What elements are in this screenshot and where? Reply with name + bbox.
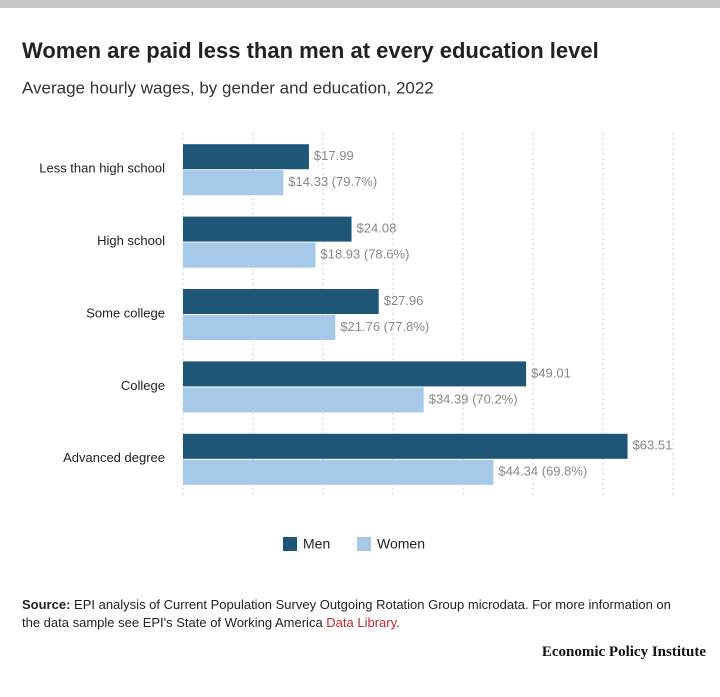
source-note: Source: EPI analysis of Current Populati… <box>22 596 682 632</box>
bar <box>183 216 352 242</box>
y-tick-label: Advanced degree <box>63 450 165 465</box>
bar <box>183 315 336 340</box>
chart-subtitle: Average hourly wages, by gender and educ… <box>22 78 434 97</box>
bar <box>183 289 379 314</box>
bar <box>183 242 316 268</box>
value-label: $63.51 <box>633 438 673 453</box>
y-tick-label: Some college <box>86 305 165 320</box>
chart: Women are paid less than men at every ed… <box>22 38 674 552</box>
legend-swatch <box>357 537 371 551</box>
legend-label: Men <box>303 536 330 552</box>
bar <box>183 433 628 459</box>
y-tick-label: College <box>121 378 165 393</box>
legend-swatch <box>283 537 297 551</box>
value-label: $24.08 <box>357 221 397 236</box>
value-label: $34.39 (70.2%) <box>429 391 518 406</box>
bar <box>183 144 309 170</box>
value-label: $14.33 (79.7%) <box>288 174 377 189</box>
value-label: $17.99 <box>314 148 354 163</box>
bar <box>183 361 527 387</box>
value-label: $18.93 (78.6%) <box>321 247 410 262</box>
source-text: EPI analysis of Current Population Surve… <box>22 597 671 630</box>
value-label: $44.34 (69.8%) <box>498 464 587 479</box>
y-tick-label: Less than high school <box>39 161 165 176</box>
bar <box>183 459 494 485</box>
chart-title: Women are paid less than men at every ed… <box>22 38 599 63</box>
value-label: $21.76 (77.8%) <box>340 319 429 334</box>
bar <box>183 387 424 413</box>
y-tick-label: High school <box>97 233 165 248</box>
value-label: $27.96 <box>384 293 424 308</box>
source-label: Source: <box>22 597 71 612</box>
source-end: . <box>396 615 400 630</box>
value-label: $49.01 <box>531 365 571 380</box>
bar <box>183 170 284 196</box>
logo: Economic Policy Institute <box>541 644 706 660</box>
source-link[interactable]: Data Library <box>326 615 397 630</box>
legend-label: Women <box>377 536 425 552</box>
